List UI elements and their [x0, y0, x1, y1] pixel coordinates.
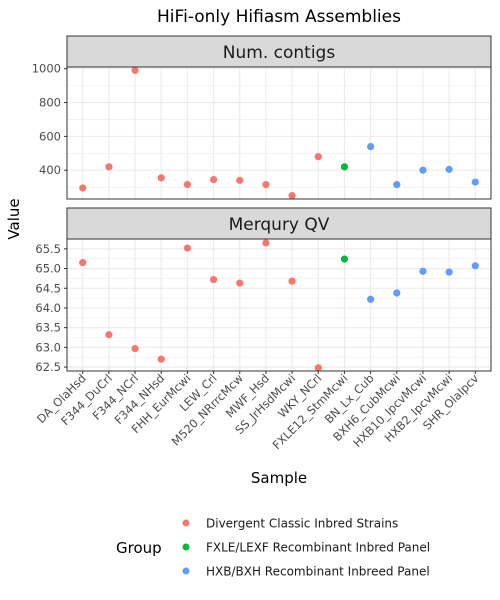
data-point: [105, 163, 113, 171]
data-point: [340, 255, 349, 263]
legend-title: Group: [116, 539, 162, 557]
x-axis-label: Sample: [251, 469, 307, 487]
y-tick-label: 65.5: [35, 242, 61, 256]
data-point: [131, 344, 139, 353]
data-point: [445, 268, 453, 276]
data-point: [131, 66, 139, 74]
y-tick-label: 64.5: [35, 281, 61, 295]
facet-strip-merqury-qv: [66, 207, 492, 240]
y-tick-label: 1000: [32, 62, 61, 76]
data-point: [183, 181, 191, 189]
data-point: [471, 262, 479, 270]
data-point: [288, 192, 296, 200]
data-point: [471, 178, 479, 186]
data-point: [262, 181, 270, 189]
data-point: [79, 184, 87, 192]
data-point: [314, 364, 322, 372]
y-tick-label: 400: [39, 163, 61, 177]
plot-background: [67, 67, 491, 199]
panel-num-contigs: 400 600 800 1000: [32, 62, 492, 200]
data-point: [340, 163, 349, 171]
data-point: [236, 279, 244, 287]
data-point: [183, 244, 191, 252]
y-tick-label: 800: [39, 96, 61, 110]
y-tick-label: 63.0: [35, 340, 61, 354]
data-point: [393, 289, 401, 297]
data-point: [209, 275, 218, 284]
data-point: [157, 355, 165, 363]
y-tick-label: 63.5: [35, 321, 61, 335]
legend-key-0: [182, 519, 190, 527]
x-axis-ticks: DA_OlaHsdF344_DuCrlF344_NCrlF344_NHsdFHH…: [34, 371, 482, 452]
y-tick-label: 62.5: [35, 360, 61, 374]
legend-key-1: [182, 543, 190, 551]
facet-strip-num-contigs: [66, 35, 492, 68]
data-point: [314, 153, 322, 161]
data-point: [209, 175, 218, 184]
data-point: [367, 295, 375, 303]
legend: Group Divergent Classic Inbred Strains F…: [116, 517, 430, 579]
legend-label-1: FXLE/LEXF Recombinant Inbred Panel: [206, 541, 430, 555]
data-point: [79, 259, 87, 267]
legend-label-2: HXB/BXH Recombinant Inbreed Panel: [206, 565, 430, 579]
data-point: [393, 181, 401, 189]
chart-title: HiFi-only Hifiasm Assemblies: [157, 7, 401, 27]
y-tick-label: 600: [39, 129, 61, 143]
legend-key-2: [182, 567, 190, 575]
data-point: [288, 277, 296, 285]
data-point: [445, 165, 453, 173]
y-axis-label: Value: [5, 198, 23, 239]
data-point: [236, 176, 244, 184]
y-tick-label: 64.0: [35, 301, 61, 315]
panel-border: [66, 238, 492, 372]
data-point: [419, 166, 427, 174]
facet-label-num-contigs: Num. contigs: [223, 43, 336, 63]
data-point: [419, 267, 427, 275]
panel-border: [66, 66, 492, 200]
panel-merqury-qv: 62.5 63.0 63.5 64.0 64.5 65.0 65.5: [35, 238, 492, 374]
data-point: [157, 174, 165, 182]
data-point: [105, 331, 113, 339]
y-tick-label: 65.0: [35, 262, 61, 276]
data-point: [367, 142, 375, 151]
legend-label-0: Divergent Classic Inbred Strains: [206, 517, 398, 531]
facet-label-merqury-qv: Merqury QV: [229, 215, 330, 235]
data-point: [262, 239, 270, 247]
